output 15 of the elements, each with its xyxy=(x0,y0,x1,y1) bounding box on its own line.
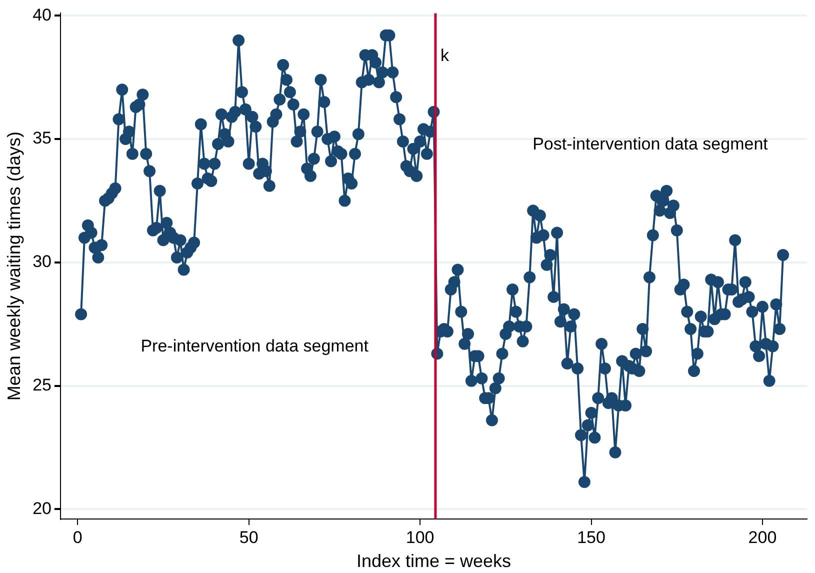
x-axis-title: Index time = weeks xyxy=(356,551,512,572)
x-tick-label: 150 xyxy=(577,528,606,547)
ref-line-label: k xyxy=(440,46,450,65)
annotation: Post-intervention data segment xyxy=(532,134,768,154)
y-tick-label: 40 xyxy=(32,5,52,24)
y-tick-label: 25 xyxy=(32,375,52,394)
x-tick-label: 200 xyxy=(748,528,777,547)
x-tick-label: 50 xyxy=(239,528,258,547)
y-tick-label: 35 xyxy=(32,128,52,148)
y-axis-title: Mean weekly waiting times (days) xyxy=(4,132,24,401)
x-tick-label: 0 xyxy=(72,528,82,547)
y-tick-label: 30 xyxy=(32,252,52,272)
y-tick-label: 20 xyxy=(32,498,52,518)
x-tick-label: 100 xyxy=(406,528,434,547)
annotation: Pre-intervention data segment xyxy=(140,336,369,356)
